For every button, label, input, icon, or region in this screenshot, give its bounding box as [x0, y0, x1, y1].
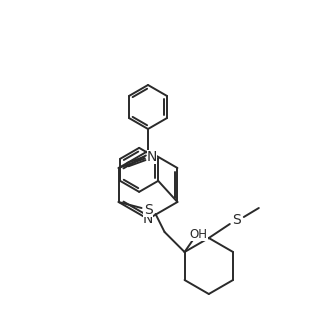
Text: S: S	[144, 203, 153, 217]
Text: N: N	[147, 150, 157, 164]
Text: N: N	[143, 212, 153, 226]
Text: S: S	[232, 213, 241, 227]
Text: OH: OH	[190, 228, 208, 241]
